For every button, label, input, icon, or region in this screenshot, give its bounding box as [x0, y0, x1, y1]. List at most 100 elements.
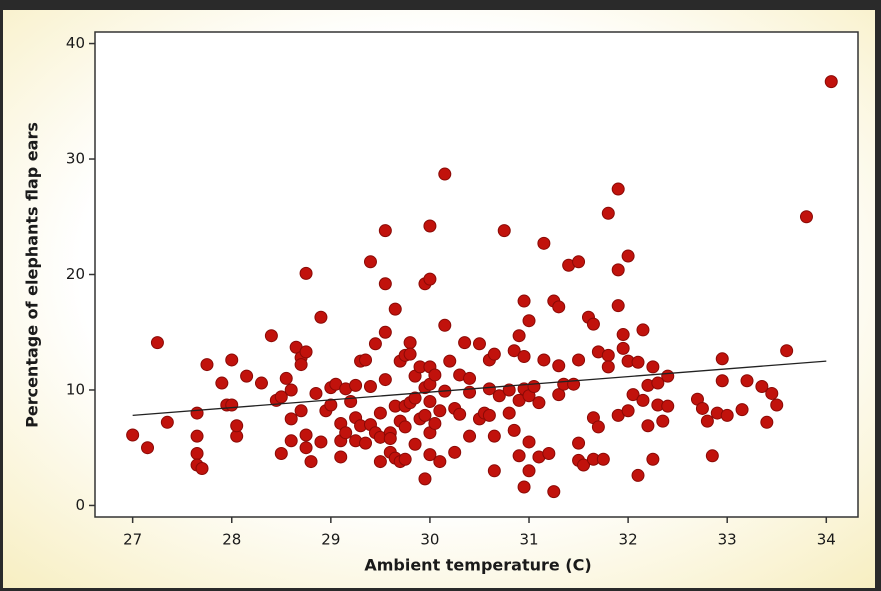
point — [661, 369, 675, 383]
point — [284, 383, 298, 397]
point — [254, 376, 268, 390]
point — [695, 401, 709, 415]
point — [482, 408, 496, 422]
point — [458, 336, 472, 350]
point — [359, 436, 373, 450]
point — [314, 310, 328, 324]
x-tick-label: 29 — [321, 531, 340, 549]
point — [596, 452, 610, 466]
point — [611, 299, 625, 313]
point — [274, 390, 288, 404]
point — [200, 358, 214, 372]
point — [636, 323, 650, 337]
point — [225, 353, 239, 367]
point — [577, 458, 591, 472]
x-tick-label: 33 — [718, 531, 737, 549]
point — [760, 415, 774, 429]
point — [621, 404, 635, 418]
point — [349, 378, 363, 392]
point — [492, 389, 506, 403]
point — [611, 182, 625, 196]
point — [299, 441, 313, 455]
point — [383, 431, 397, 445]
point — [418, 472, 432, 486]
point — [398, 420, 412, 434]
point — [403, 347, 417, 361]
point — [799, 210, 813, 224]
trend-line — [132, 360, 827, 417]
point — [517, 294, 531, 308]
point — [378, 373, 392, 387]
point — [284, 412, 298, 426]
point — [294, 404, 308, 418]
point — [126, 428, 140, 442]
point — [661, 399, 675, 413]
point — [705, 449, 719, 463]
point — [487, 429, 501, 443]
plot-area — [94, 31, 859, 518]
point — [299, 428, 313, 442]
point — [626, 388, 640, 402]
point — [646, 452, 660, 466]
point — [532, 396, 546, 410]
point — [507, 423, 521, 437]
point — [537, 353, 551, 367]
point — [517, 349, 531, 363]
point — [373, 406, 387, 420]
point — [631, 355, 645, 369]
point — [423, 272, 437, 286]
point — [408, 437, 422, 451]
point — [552, 359, 566, 373]
point — [572, 255, 586, 269]
point — [770, 398, 784, 412]
point — [463, 429, 477, 443]
point — [646, 360, 660, 374]
point — [334, 450, 348, 464]
point — [735, 403, 749, 417]
point — [482, 382, 496, 396]
x-tick-label: 27 — [123, 531, 142, 549]
point — [552, 388, 566, 402]
point — [507, 344, 521, 358]
point — [572, 353, 586, 367]
point — [423, 448, 437, 462]
point — [363, 255, 377, 269]
point — [537, 236, 551, 250]
point — [502, 406, 516, 420]
point — [527, 380, 541, 394]
point — [423, 219, 437, 233]
point — [586, 317, 600, 331]
point — [428, 416, 442, 430]
x-tick-label: 31 — [519, 531, 538, 549]
point — [522, 435, 536, 449]
y-tick-label: 0 — [75, 496, 85, 514]
point — [512, 329, 526, 343]
point — [398, 452, 412, 466]
point — [314, 435, 328, 449]
point — [715, 374, 729, 388]
point — [141, 441, 155, 455]
point — [240, 369, 254, 383]
point — [517, 480, 531, 494]
y-axis-label: Percentage of elephants flap ears — [23, 122, 42, 428]
point — [453, 407, 467, 421]
point — [720, 408, 734, 422]
point — [700, 414, 714, 428]
point — [542, 446, 556, 460]
point — [195, 462, 209, 475]
point — [284, 434, 298, 448]
point — [190, 446, 204, 460]
point — [274, 446, 288, 460]
point — [547, 485, 561, 499]
point — [443, 354, 457, 368]
point — [378, 224, 392, 238]
point — [339, 426, 353, 440]
x-axis-label: Ambient temperature (C) — [364, 556, 591, 575]
point — [472, 337, 486, 351]
point — [601, 360, 615, 374]
point — [636, 393, 650, 407]
point — [264, 329, 278, 343]
point — [408, 391, 422, 405]
point — [651, 376, 665, 390]
